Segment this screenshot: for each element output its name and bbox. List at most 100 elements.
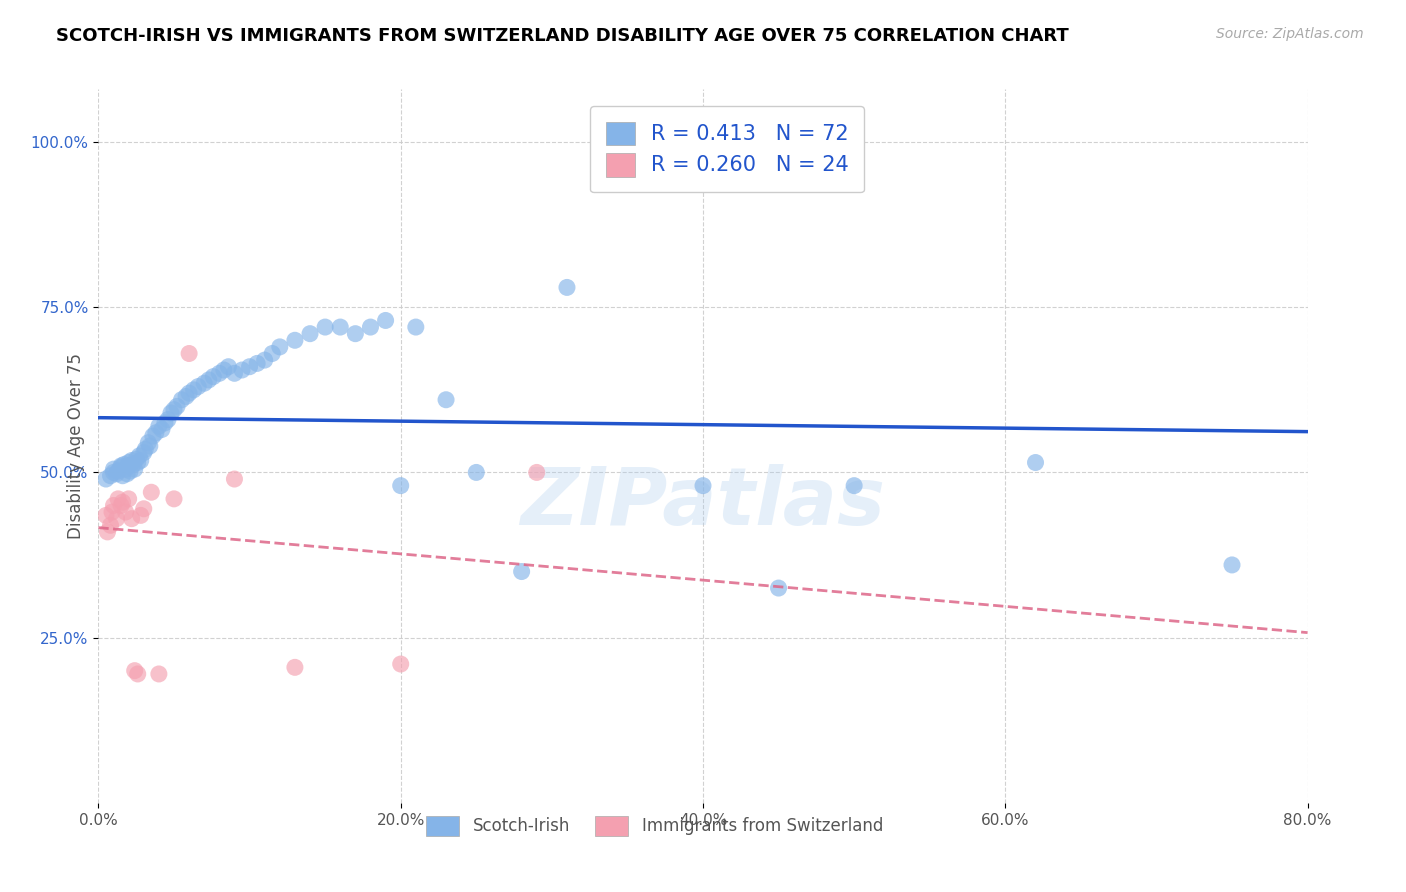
Point	[246, 356, 269, 370]
Point	[120, 464, 142, 478]
Point	[107, 464, 129, 478]
Text: SCOTCH-IRISH VS IMMIGRANTS FROM SWITZERLAND DISABILITY AGE OVER 75 CORRELATION C: SCOTCH-IRISH VS IMMIGRANTS FROM SWITZERL…	[56, 27, 1069, 45]
Point	[314, 320, 336, 334]
Point	[187, 379, 209, 393]
Point	[125, 452, 148, 467]
Point	[94, 472, 117, 486]
Point	[170, 392, 193, 407]
Point	[510, 565, 533, 579]
Point	[212, 363, 235, 377]
Point	[103, 499, 125, 513]
Point	[262, 346, 284, 360]
Point	[389, 657, 412, 671]
Point	[110, 460, 132, 475]
Point	[129, 453, 152, 467]
Point	[844, 478, 866, 492]
Point	[179, 386, 201, 401]
Point	[118, 491, 141, 506]
Point	[197, 373, 219, 387]
Point	[114, 505, 136, 519]
Point	[329, 320, 352, 334]
Point	[153, 416, 176, 430]
Point	[193, 376, 215, 391]
Point	[239, 359, 262, 374]
Point	[163, 402, 186, 417]
Point	[110, 458, 132, 473]
Point	[768, 581, 790, 595]
Text: ZIPatlas: ZIPatlas	[520, 464, 886, 542]
Point	[127, 667, 149, 681]
Point	[132, 445, 155, 459]
Point	[217, 359, 239, 374]
Point	[156, 412, 179, 426]
Point	[107, 491, 129, 506]
Point	[526, 466, 548, 480]
Point	[105, 467, 128, 481]
Point	[142, 429, 165, 443]
Point	[231, 363, 253, 377]
Point	[284, 660, 307, 674]
Point	[103, 462, 125, 476]
Point	[121, 511, 143, 525]
Point	[132, 501, 155, 516]
Point	[136, 435, 159, 450]
Point	[100, 468, 122, 483]
Point	[374, 313, 396, 327]
Point	[105, 511, 128, 525]
Point	[122, 458, 145, 472]
Point	[284, 333, 307, 347]
Point	[121, 453, 143, 467]
Point	[166, 400, 188, 414]
Point	[224, 472, 246, 486]
Point	[389, 478, 412, 492]
Point	[1024, 456, 1046, 470]
Point	[124, 664, 146, 678]
Point	[631, 142, 654, 156]
Point	[103, 466, 125, 480]
Point	[145, 425, 167, 440]
Point	[179, 346, 201, 360]
Point	[148, 667, 170, 681]
Point	[115, 467, 138, 481]
Point	[129, 508, 152, 523]
Legend: Scotch-Irish, Immigrants from Switzerland: Scotch-Irish, Immigrants from Switzerlan…	[418, 807, 891, 845]
Point	[269, 340, 291, 354]
Point	[174, 389, 197, 403]
Point	[208, 367, 231, 381]
Point	[114, 462, 136, 476]
Point	[224, 367, 246, 381]
Point	[134, 442, 156, 457]
Point	[100, 518, 122, 533]
Point	[692, 478, 714, 492]
Point	[96, 524, 118, 539]
Point	[183, 383, 205, 397]
Point	[344, 326, 367, 341]
Point	[160, 406, 183, 420]
Point	[141, 485, 163, 500]
Y-axis label: Disability Age Over 75: Disability Age Over 75	[66, 353, 84, 539]
Text: Source: ZipAtlas.com: Source: ZipAtlas.com	[1216, 27, 1364, 41]
Point	[253, 353, 276, 368]
Point	[299, 326, 322, 341]
Point	[555, 280, 578, 294]
Point	[148, 419, 170, 434]
Point	[465, 466, 488, 480]
Point	[128, 449, 150, 463]
Point	[360, 320, 382, 334]
Point	[202, 369, 225, 384]
Point	[127, 456, 149, 470]
Point	[163, 491, 186, 506]
Point	[124, 462, 146, 476]
Point	[150, 422, 173, 436]
Point	[112, 458, 135, 472]
Point	[94, 508, 117, 523]
Point	[1220, 558, 1243, 572]
Point	[118, 456, 141, 470]
Point	[111, 495, 134, 509]
Point	[111, 468, 134, 483]
Point	[139, 439, 162, 453]
Point	[118, 458, 141, 473]
Point	[405, 320, 427, 334]
Point	[110, 499, 132, 513]
Point	[101, 505, 124, 519]
